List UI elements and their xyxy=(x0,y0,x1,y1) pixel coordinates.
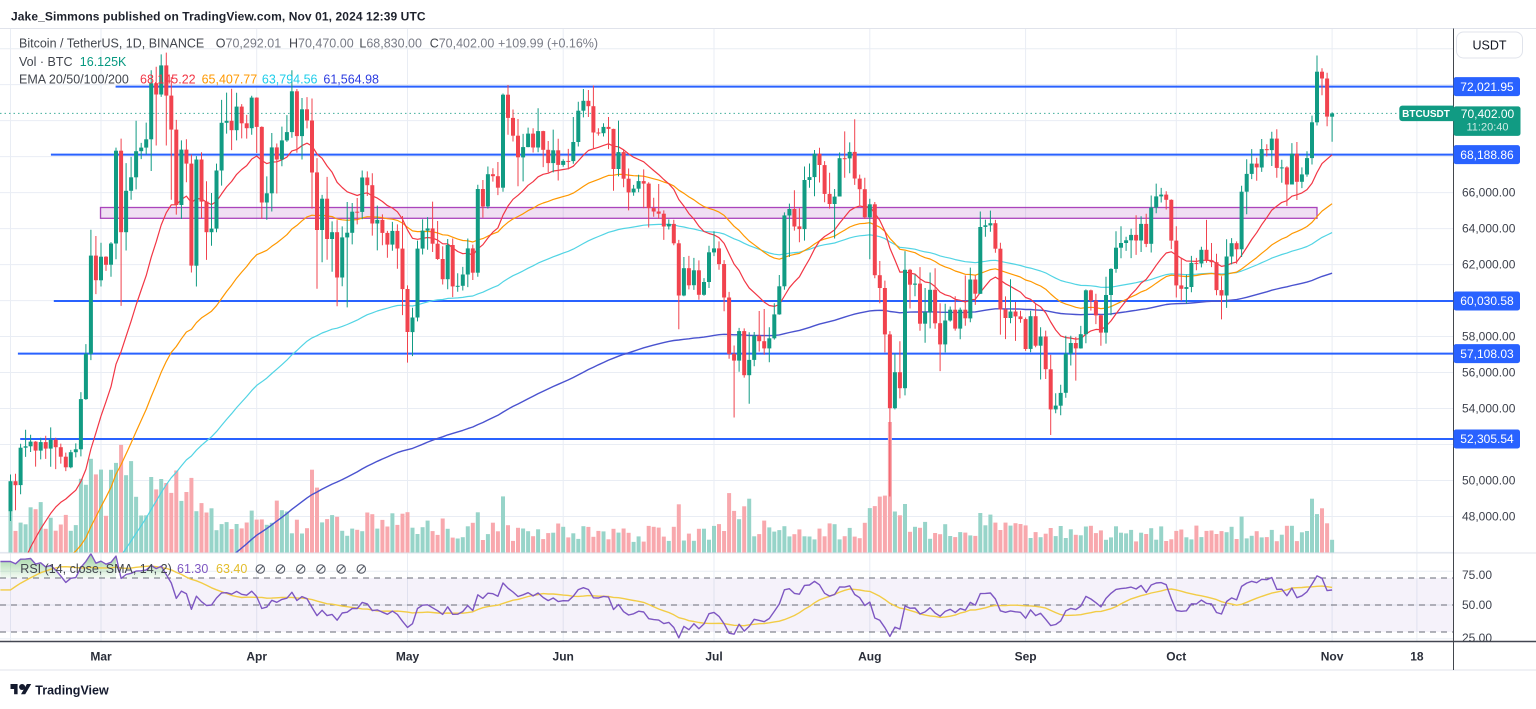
svg-text:52,305.54: 52,305.54 xyxy=(1460,432,1514,446)
svg-text:54,000.00: 54,000.00 xyxy=(1462,402,1516,416)
svg-text:75.00: 75.00 xyxy=(1462,568,1492,582)
svg-text:50.00: 50.00 xyxy=(1462,598,1492,612)
svg-text:Jake_Simmons published on Trad: Jake_Simmons published on TradingView.co… xyxy=(11,10,426,24)
svg-text:63,794.56: 63,794.56 xyxy=(262,73,318,87)
svg-text:Oct: Oct xyxy=(1166,650,1186,664)
svg-text:Vol · BTC: Vol · BTC xyxy=(19,55,73,69)
svg-text:18: 18 xyxy=(1410,650,1424,664)
svg-text:RSI (14, close, SMA, 14, 2): RSI (14, close, SMA, 14, 2) xyxy=(20,562,171,576)
svg-text:May: May xyxy=(396,650,420,664)
svg-text:11:20:40: 11:20:40 xyxy=(1466,121,1508,133)
svg-text:70,402.00: 70,402.00 xyxy=(1461,107,1515,121)
svg-text:64,000.00: 64,000.00 xyxy=(1462,222,1516,236)
svg-text:63.40: 63.40 xyxy=(216,562,247,576)
svg-text:65,407.77: 65,407.77 xyxy=(202,73,258,87)
svg-text:72,021.95: 72,021.95 xyxy=(1460,80,1514,94)
svg-text:USDT: USDT xyxy=(1472,39,1506,53)
svg-text:Aug: Aug xyxy=(858,650,881,664)
svg-text:Nov: Nov xyxy=(1321,650,1344,664)
svg-text:Jun: Jun xyxy=(553,650,574,664)
svg-text:EMA 20/50/100/200: EMA 20/50/100/200 xyxy=(19,73,129,87)
svg-text:57,108.03: 57,108.03 xyxy=(1460,347,1514,361)
svg-text:62,000.00: 62,000.00 xyxy=(1462,258,1516,272)
svg-text:66,000.00: 66,000.00 xyxy=(1462,186,1516,200)
svg-text:Apr: Apr xyxy=(246,650,267,664)
svg-text:60,030.58: 60,030.58 xyxy=(1460,294,1514,308)
svg-text:Sep: Sep xyxy=(1015,650,1037,664)
svg-text:58,000.00: 58,000.00 xyxy=(1462,330,1516,344)
svg-text:BTCUSDT: BTCUSDT xyxy=(1402,109,1450,120)
svg-text:Jul: Jul xyxy=(705,650,722,664)
svg-text:48,000.00: 48,000.00 xyxy=(1462,510,1516,524)
svg-text:50,000.00: 50,000.00 xyxy=(1462,474,1516,488)
svg-text:16.125K: 16.125K xyxy=(80,55,127,69)
svg-text:68,145.22: 68,145.22 xyxy=(140,73,196,87)
svg-text:TradingView: TradingView xyxy=(35,684,109,698)
svg-text:68,188.86: 68,188.86 xyxy=(1460,148,1514,162)
svg-text:61,564.98: 61,564.98 xyxy=(323,73,379,87)
svg-text:56,000.00: 56,000.00 xyxy=(1462,366,1516,380)
svg-text:25.00: 25.00 xyxy=(1462,631,1492,645)
svg-text:Mar: Mar xyxy=(90,650,112,664)
svg-text:Bitcoin / TetherUS, 1D, BINANC: Bitcoin / TetherUS, 1D, BINANCE O70,292.0… xyxy=(19,37,598,51)
svg-text:61.30: 61.30 xyxy=(177,562,208,576)
